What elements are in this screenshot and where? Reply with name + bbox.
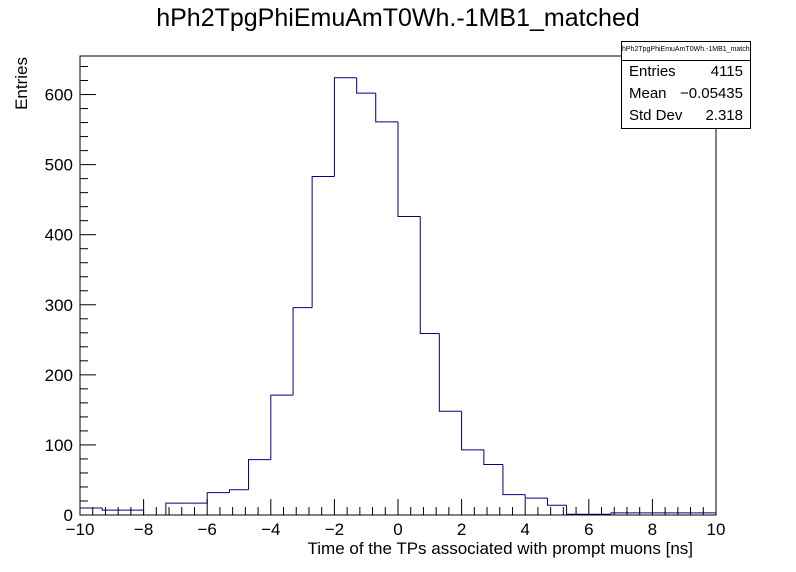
histogram-bin xyxy=(610,512,631,515)
x-tick-label: 4 xyxy=(520,520,529,539)
mean-label: Mean xyxy=(629,85,667,102)
y-tick-label: 200 xyxy=(45,366,73,385)
histogram-bars xyxy=(79,77,717,516)
histogram-bin xyxy=(438,333,462,412)
histogram-bin xyxy=(375,93,398,123)
x-axis-label: Time of the TPs associated with prompt m… xyxy=(308,539,694,558)
histogram-bin xyxy=(143,510,166,516)
stats-row-entries: Entries 4115 xyxy=(622,61,750,83)
histogram-bin xyxy=(419,216,440,335)
histogram-bin xyxy=(356,77,376,94)
stddev-label: Std Dev xyxy=(629,107,683,124)
stats-box-title: hPh2TpgPhiEmuAmT0Wh.-1MB1_matched xyxy=(622,42,750,61)
entries-label: Entries xyxy=(629,63,676,80)
x-tick-label: −8 xyxy=(134,520,153,539)
stats-row-mean: Mean −0.05435 xyxy=(622,83,750,105)
histogram-bin xyxy=(165,502,185,515)
histogram-bin xyxy=(461,411,484,451)
chart-title: hPh2TpgPhiEmuAmT0Wh.-1MB1_matched xyxy=(156,4,640,32)
y-tick-label: 100 xyxy=(45,436,73,455)
stats-row-stddev: Std Dev 2.318 xyxy=(622,105,750,127)
histogram-bin xyxy=(524,494,548,499)
x-tick-label: −4 xyxy=(261,520,280,539)
histogram-bin xyxy=(311,176,335,308)
histogram-bin xyxy=(206,492,230,504)
x-tick-label: −10 xyxy=(66,520,95,539)
x-tick-label: −6 xyxy=(198,520,217,539)
histogram-bin xyxy=(292,307,313,396)
x-tick-label: 10 xyxy=(707,520,726,539)
y-tick-label: 600 xyxy=(45,86,73,105)
histogram-bin xyxy=(483,449,503,466)
x-tick-label: 8 xyxy=(648,520,657,539)
histogram-bin xyxy=(566,505,589,515)
axis-ticks xyxy=(79,66,717,516)
histogram-bin xyxy=(270,394,294,460)
x-tick-label: 6 xyxy=(584,520,593,539)
y-tick-label: 500 xyxy=(45,156,73,175)
x-tick-label: 0 xyxy=(393,520,402,539)
stddev-value: 2.318 xyxy=(705,107,743,124)
histogram-bin xyxy=(397,121,421,217)
histogram-bin xyxy=(228,489,249,493)
y-tick-label: 400 xyxy=(45,226,73,245)
stats-box: hPh2TpgPhiEmuAmT0Wh.-1MB1_matched Entrie… xyxy=(621,41,751,129)
x-tick-label: 2 xyxy=(457,520,466,539)
y-tick-label: 0 xyxy=(64,506,73,525)
histogram-bin xyxy=(333,77,357,177)
histogram-bin xyxy=(101,507,122,511)
histogram-bin xyxy=(546,498,567,506)
histogram-bin xyxy=(502,464,526,496)
histogram-bin xyxy=(248,459,271,490)
mean-value: −0.05435 xyxy=(680,85,743,102)
entries-value: 4115 xyxy=(710,63,743,80)
histogram-bin xyxy=(79,507,103,515)
y-axis-label: Entries xyxy=(12,57,31,110)
x-tick-label: −2 xyxy=(325,520,344,539)
y-tick-label: 300 xyxy=(45,296,73,315)
